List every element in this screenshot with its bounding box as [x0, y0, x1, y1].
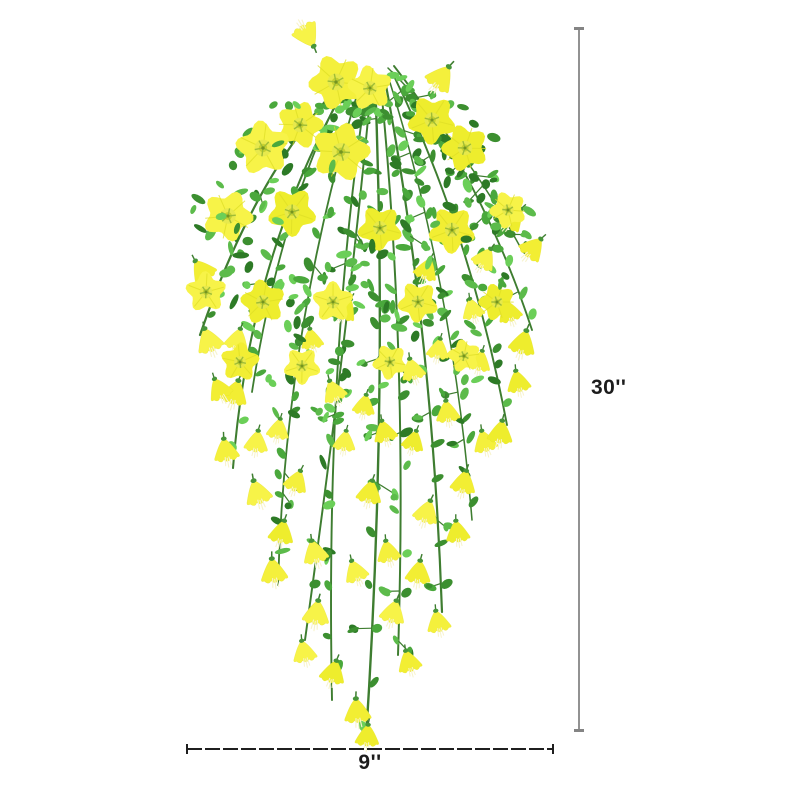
width-dimension-left-tick: [186, 744, 188, 754]
height-dimension-label: 30'': [591, 376, 627, 399]
height-dimension-bottom-tick: [574, 729, 584, 732]
height-dimension-top-tick: [574, 27, 584, 30]
width-dimension-right-tick: [552, 744, 554, 754]
height-dimension-line: [578, 28, 580, 731]
width-dimension-line: [187, 748, 553, 750]
width-dimension-label: 9'': [358, 751, 382, 774]
